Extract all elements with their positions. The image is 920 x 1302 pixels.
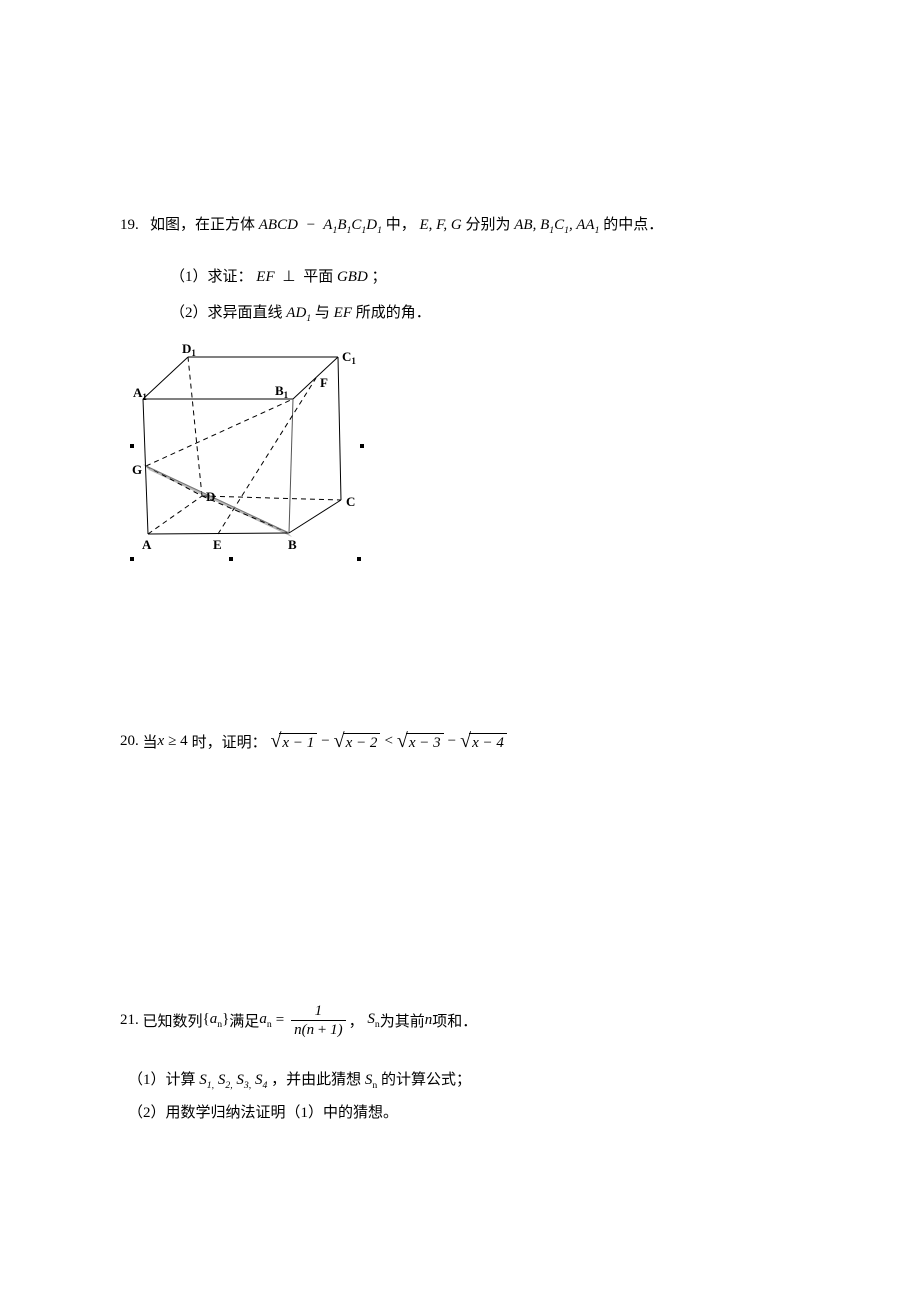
q19-midpoints: 分别为 — [466, 217, 511, 233]
p19-2-ef: EF — [334, 305, 352, 321]
q21-an: an — [259, 1011, 271, 1030]
label-C: C — [346, 494, 355, 509]
p19-2-with: 与 — [315, 305, 330, 321]
problem-19-part1: （1）求证： EF ⊥ 平面 GBD ； — [120, 259, 800, 295]
problem-20-line: 20. 当 x ≥ 4 时，证明： √x − 1 − √x − 2 < √x −… — [120, 731, 800, 752]
p19-1-plane: GBD — [337, 269, 368, 285]
problem-21-part1: （1）计算 S1, S2, S3, S4 ，并由此猜想 Sn 的计算公式； — [120, 1064, 800, 1097]
p19-2-ad1: AD1 — [286, 305, 311, 321]
q21-frac-den: n(n + 1) — [291, 1021, 345, 1039]
perp-icon: ⊥ — [282, 269, 295, 285]
q21-prefix: 已知数列 — [143, 1010, 203, 1031]
label-B1: B1 — [275, 383, 289, 400]
label-A: A — [142, 537, 152, 552]
problem-21: 21. 已知数列 {an} 满足 an = 1 n(n + 1) ， Sn 为其… — [120, 1002, 800, 1130]
p19-1-end: ； — [372, 269, 387, 285]
page-content: 19. 如图，在正方体 ABCD − A1B1C1D1 中， E, F, G 分… — [0, 0, 920, 1280]
p21-1-suffix: 的计算公式； — [381, 1072, 471, 1088]
p19-2-suffix: 所成的角． — [356, 305, 431, 321]
q19-cube: ABCD − A1B1C1D1 — [259, 217, 382, 233]
p19-2-num: （2） — [170, 305, 208, 321]
label-D1: D1 — [182, 341, 196, 358]
p21-1-num: （1） — [128, 1072, 166, 1088]
q21-satisfies: 满足 — [229, 1010, 259, 1031]
p19-1-prefix: 求证： — [208, 269, 253, 285]
q21-n: n — [425, 1012, 433, 1029]
p21-2-num: （2） — [128, 1105, 166, 1121]
problem-21-part2: （2）用数学归纳法证明（1）中的猜想。 — [120, 1097, 800, 1130]
q21-sn: Sn — [367, 1011, 379, 1030]
p19-1-num: （1） — [170, 269, 208, 285]
problem-20: 20. 当 x ≥ 4 时，证明： √x − 1 − √x − 2 < √x −… — [120, 731, 800, 752]
q20-number: 20. — [120, 733, 139, 750]
p19-1-ef: EF — [256, 269, 274, 285]
q19-suffix: 的中点． — [603, 217, 663, 233]
q19-number: 19. — [120, 217, 139, 233]
problem-19-intro: 19. 如图，在正方体 ABCD − A1B1C1D1 中， E, F, G 分… — [120, 210, 800, 241]
p21-1-Sn: Sn — [365, 1072, 377, 1088]
q21-sumdesc-suffix: 项和． — [432, 1010, 477, 1031]
q20-prefix: 当 — [143, 731, 158, 752]
q21-seq: {an} — [203, 1011, 230, 1030]
cube-diagram: D1 C1 A1 B1 F G D C A E B — [130, 341, 370, 576]
label-E: E — [213, 537, 222, 552]
q19-mid: 中， — [386, 217, 416, 233]
p21-1-S: S1, S2, S3, S4 — [199, 1072, 267, 1088]
q19-efg: E, F, G — [420, 217, 462, 233]
label-G: G — [132, 462, 142, 477]
p21-1-mid: ，并由此猜想 — [271, 1072, 361, 1088]
q19-segments: AB, B1C1, AA1 — [514, 217, 599, 233]
p19-1-plane-word: 平面 — [303, 269, 333, 285]
sqrt-x-1: √x − 1 — [270, 731, 317, 752]
q19-text-prefix: 如图，在正方体 — [150, 217, 255, 233]
q20-geq4: ≥ 4 — [168, 733, 187, 750]
label-D: D — [206, 489, 215, 504]
sqrt-x-4: √x − 4 — [460, 731, 507, 752]
p19-2-prefix: 求异面直线 — [208, 305, 283, 321]
sqrt-x-2: √x − 2 — [334, 731, 381, 752]
label-F: F — [320, 375, 328, 390]
q21-eq: = — [276, 1012, 284, 1029]
label-C1: C1 — [342, 349, 356, 366]
problem-19-part2: （2）求异面直线 AD1 与 EF 所成的角． — [120, 295, 800, 331]
q20-x: x — [158, 733, 165, 750]
label-B: B — [288, 537, 297, 552]
minus-1: − — [321, 733, 329, 750]
q21-sumdesc-prefix: 为其前 — [380, 1010, 425, 1031]
q21-fraction: 1 n(n + 1) — [291, 1002, 345, 1039]
q21-comma: ， — [349, 1010, 364, 1031]
minus-2: − — [448, 733, 456, 750]
p21-1-prefix: 计算 — [166, 1072, 196, 1088]
q20-mid: 时，证明： — [192, 731, 267, 752]
sqrt-x-3: √x − 3 — [397, 731, 444, 752]
q21-number: 21. — [120, 1012, 139, 1029]
problem-19: 19. 如图，在正方体 ABCD − A1B1C1D1 中， E, F, G 分… — [120, 210, 800, 601]
p21-2-text: 用数学归纳法证明（1）中的猜想。 — [166, 1105, 399, 1121]
problem-21-intro: 21. 已知数列 {an} 满足 an = 1 n(n + 1) ， Sn 为其… — [120, 1002, 800, 1039]
lt-sign: < — [384, 733, 392, 750]
label-A1: A1 — [133, 385, 147, 402]
